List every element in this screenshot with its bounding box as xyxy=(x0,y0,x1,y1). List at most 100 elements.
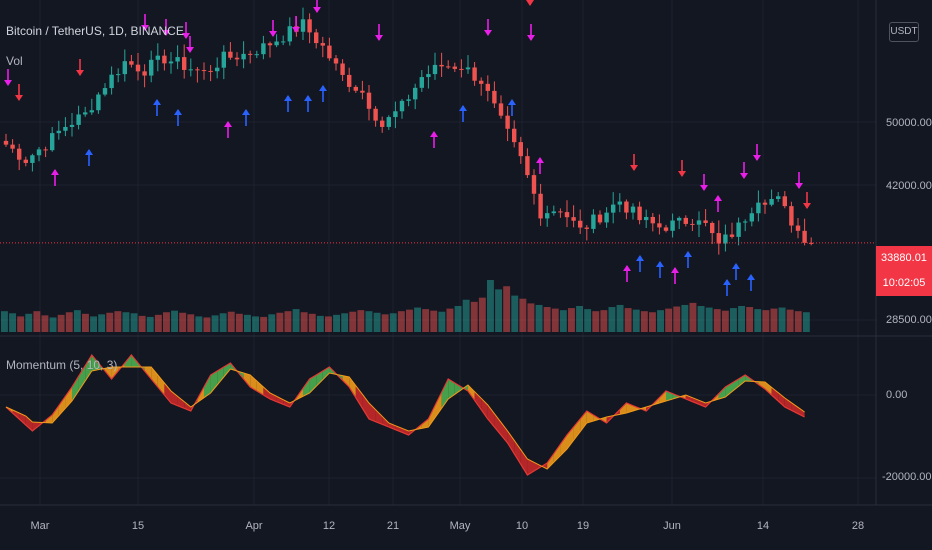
time-tick-label: 21 xyxy=(386,520,400,532)
candle-body xyxy=(63,126,68,131)
volume-bar xyxy=(576,306,583,332)
candle-body xyxy=(36,149,42,156)
candle-body xyxy=(558,211,563,213)
candle-body xyxy=(380,120,385,127)
down-arrow-head-icon xyxy=(313,7,321,13)
up-arrow-head-icon xyxy=(304,95,312,101)
candle-body xyxy=(43,149,48,151)
momentum-band xyxy=(454,383,462,395)
momentum-band xyxy=(131,355,138,367)
candle-body xyxy=(690,223,695,225)
momentum-band xyxy=(78,365,86,391)
candle-body xyxy=(591,214,596,229)
volume-bar xyxy=(41,315,49,332)
candle-body xyxy=(254,54,259,56)
momentum-area xyxy=(5,353,805,476)
candle-body xyxy=(267,43,273,46)
up-arrow-head-icon xyxy=(656,261,664,267)
volume-bar xyxy=(503,286,511,332)
down-arrow-head-icon xyxy=(141,25,149,31)
momentum-band xyxy=(177,396,185,409)
volume-bar xyxy=(138,315,146,332)
candle-body xyxy=(743,221,748,223)
candle-body xyxy=(208,70,213,72)
momentum-band xyxy=(303,379,310,397)
up-arrow-head-icon xyxy=(224,121,232,127)
volume-bar xyxy=(17,316,25,332)
candle-body xyxy=(56,130,61,134)
down-arrow-head-icon xyxy=(740,173,748,179)
candle-body xyxy=(439,64,444,67)
momentum-band xyxy=(685,395,693,402)
momentum-band xyxy=(263,387,270,399)
volume-bar xyxy=(551,308,559,332)
volume-bar xyxy=(422,309,430,332)
candle-body xyxy=(459,68,464,70)
up-arrow-head-icon xyxy=(671,267,679,273)
volume-bar xyxy=(1,311,8,332)
volume-bar xyxy=(325,316,332,332)
volume-bar xyxy=(227,311,235,332)
momentum-tick-label: 0.00 xyxy=(886,389,908,401)
momentum-band xyxy=(85,355,92,381)
momentum-band xyxy=(204,375,211,398)
last-price-value: 33880.01 xyxy=(881,252,927,264)
momentum-band xyxy=(527,459,534,475)
up-arrow-head-icon xyxy=(85,149,93,155)
candle-body xyxy=(756,202,761,214)
time-tick-label: Mar xyxy=(30,520,50,532)
up-arrow-head-icon xyxy=(319,85,327,91)
candle-body xyxy=(703,220,708,223)
momentum-band xyxy=(448,379,455,399)
candle-body xyxy=(393,111,398,118)
candle-body xyxy=(340,63,345,75)
candle-body xyxy=(485,83,490,91)
volume-bar xyxy=(90,316,97,332)
candle-body xyxy=(83,112,88,115)
momentum-band xyxy=(428,405,435,427)
down-arrow-head-icon xyxy=(4,80,12,86)
candle-body xyxy=(162,55,167,64)
momentum-band xyxy=(276,396,284,405)
volume-bar xyxy=(316,315,324,332)
down-arrow-head-icon xyxy=(292,27,300,33)
volume-bar xyxy=(786,309,794,332)
momentum-band xyxy=(718,387,726,399)
chart-title: Bitcoin / TetherUS, 1D, BINANCE xyxy=(6,24,184,38)
candle-body xyxy=(373,108,378,121)
down-arrow-head-icon xyxy=(15,95,23,101)
down-arrow-head-icon xyxy=(700,185,708,191)
candle-body xyxy=(809,242,814,244)
momentum-band xyxy=(738,375,746,387)
down-arrow-head-icon xyxy=(753,155,761,161)
candle-body xyxy=(776,196,781,199)
candle-body xyxy=(505,115,510,129)
grid-lines xyxy=(0,0,876,505)
up-arrow-head-icon xyxy=(242,109,250,115)
candle-body xyxy=(578,220,583,228)
volume-bar xyxy=(754,309,762,332)
currency-button[interactable]: USDT xyxy=(889,22,919,42)
candle-body xyxy=(723,234,728,244)
candle-body xyxy=(76,114,81,125)
volume-bar xyxy=(187,314,195,332)
price-tick-label: 50000.00 xyxy=(886,117,932,129)
time-tick-label: Jun xyxy=(663,520,681,532)
volume-bar xyxy=(49,317,57,332)
momentum-band xyxy=(672,393,680,399)
candle-body xyxy=(347,74,352,87)
volume-bar xyxy=(268,314,276,332)
price-tick-label: 42000.00 xyxy=(886,180,932,192)
momentum-band xyxy=(283,399,290,407)
candle-body xyxy=(314,32,319,44)
candle-body xyxy=(215,67,220,72)
momentum-band xyxy=(619,403,627,415)
momentum-band xyxy=(520,449,528,475)
down-arrow-head-icon xyxy=(484,30,492,36)
candle-body xyxy=(307,19,312,33)
volume-bar xyxy=(406,309,413,332)
candle-body xyxy=(274,41,279,46)
candle-body xyxy=(630,206,636,213)
candle-body xyxy=(10,144,15,149)
